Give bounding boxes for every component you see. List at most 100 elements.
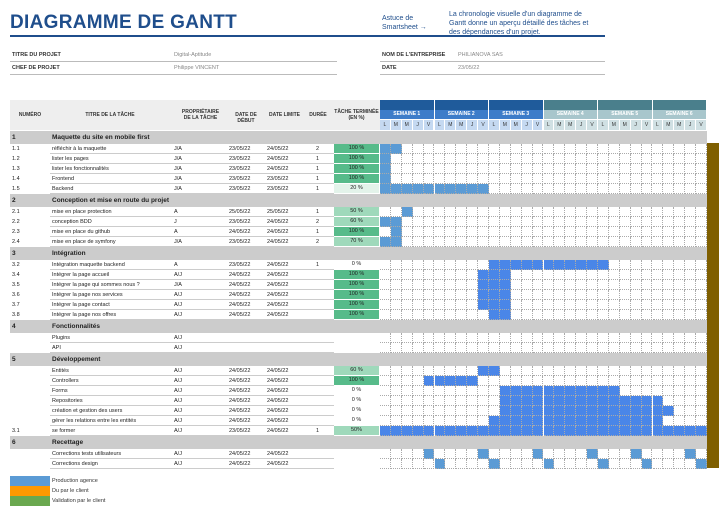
gantt-bar-cell[interactable] <box>467 426 479 436</box>
gantt-cell[interactable] <box>598 333 609 343</box>
gantt-cell[interactable] <box>390 174 402 184</box>
gantt-cell[interactable] <box>663 310 675 320</box>
gantt-cell[interactable] <box>565 300 577 310</box>
gantt-cell[interactable] <box>434 237 446 247</box>
section-title[interactable]: Intégration <box>52 250 86 257</box>
gantt-cell[interactable] <box>380 386 391 396</box>
gantt-cell[interactable] <box>434 290 446 300</box>
gantt-cell[interactable] <box>423 154 435 164</box>
task-percent-done[interactable]: 0 % <box>334 406 379 415</box>
task-end-date[interactable]: 24/05/22 <box>267 368 289 374</box>
gantt-cell[interactable] <box>456 449 468 459</box>
gantt-bar-cell[interactable] <box>576 396 588 406</box>
gantt-cell[interactable] <box>423 386 435 396</box>
gantt-cell[interactable] <box>663 386 675 396</box>
task-end-date[interactable]: 24/05/22 <box>267 408 289 414</box>
gantt-cell[interactable] <box>521 300 533 310</box>
gantt-bar-cell[interactable] <box>423 449 435 459</box>
gantt-cell[interactable] <box>445 237 457 247</box>
gantt-cell[interactable] <box>521 343 533 353</box>
task-title[interactable]: Corrections design <box>52 461 98 467</box>
gantt-cell[interactable] <box>685 227 697 237</box>
gantt-cell[interactable] <box>608 310 620 320</box>
gantt-bar-cell[interactable] <box>489 260 500 270</box>
gantt-cell[interactable] <box>510 376 522 386</box>
task-row[interactable]: 3.8 Intégrer la page nos offres A/J 24/05/2… <box>10 310 707 320</box>
gantt-cell[interactable] <box>467 310 479 320</box>
company-value[interactable]: PHILIANOVA SAS <box>458 52 503 58</box>
gantt-cell[interactable] <box>390 300 402 310</box>
gantt-cell[interactable] <box>554 300 566 310</box>
task-end-date[interactable]: 24/05/22 <box>267 229 289 235</box>
gantt-cell[interactable] <box>380 300 391 310</box>
task-duration[interactable]: 1 <box>316 156 320 162</box>
gantt-cell[interactable] <box>478 227 489 237</box>
task-title[interactable]: API <box>52 345 61 351</box>
gantt-bar-cell[interactable] <box>641 416 653 426</box>
task-start-date[interactable]: 23/05/22 <box>229 146 251 152</box>
gantt-cell[interactable] <box>478 164 489 174</box>
gantt-cell[interactable] <box>412 217 424 227</box>
task-percent-done[interactable]: 0 % <box>334 416 379 425</box>
gantt-cell[interactable] <box>576 227 588 237</box>
gantt-bar-cell[interactable] <box>576 426 588 436</box>
gantt-cell[interactable] <box>467 386 479 396</box>
task-title[interactable]: conception BDD <box>52 219 92 225</box>
gantt-cell[interactable] <box>423 164 435 174</box>
gantt-cell[interactable] <box>445 290 457 300</box>
gantt-cell[interactable] <box>390 290 402 300</box>
task-row[interactable]: Forms A/J 24/05/22 24/05/22 0 % <box>10 386 707 396</box>
gantt-cell[interactable] <box>434 406 446 416</box>
gantt-cell[interactable] <box>456 459 468 469</box>
task-end-date[interactable]: 24/05/22 <box>267 302 289 308</box>
gantt-cell[interactable] <box>554 174 566 184</box>
gantt-cell[interactable] <box>390 343 402 353</box>
gantt-cell[interactable] <box>445 270 457 280</box>
gantt-cell[interactable] <box>478 459 489 469</box>
gantt-cell[interactable] <box>587 343 598 353</box>
gantt-cell[interactable] <box>543 270 555 280</box>
gantt-cell[interactable] <box>390 416 402 426</box>
gantt-bar-cell[interactable] <box>445 426 457 436</box>
gantt-cell[interactable] <box>630 343 642 353</box>
gantt-cell[interactable] <box>499 184 511 194</box>
gantt-cell[interactable] <box>434 227 446 237</box>
gantt-cell[interactable] <box>412 406 424 416</box>
task-start-date[interactable]: 24/05/22 <box>229 312 251 318</box>
gantt-cell[interactable] <box>390 164 402 174</box>
gantt-cell[interactable] <box>598 227 609 237</box>
gantt-cell[interactable] <box>674 154 686 164</box>
gantt-cell[interactable] <box>543 174 555 184</box>
gantt-cell[interactable] <box>598 237 609 247</box>
gantt-bar-cell[interactable] <box>587 260 598 270</box>
gantt-cell[interactable] <box>532 270 544 280</box>
gantt-bar-cell[interactable] <box>380 426 391 436</box>
gantt-cell[interactable] <box>576 270 588 280</box>
task-number[interactable]: 1.1 <box>12 146 20 152</box>
task-duration[interactable]: 2 <box>316 219 320 225</box>
gantt-cell[interactable] <box>532 174 544 184</box>
gantt-cell[interactable] <box>467 290 479 300</box>
gantt-cell[interactable] <box>598 184 609 194</box>
task-percent-done[interactable]: 100 % <box>334 154 379 163</box>
task-start-date[interactable]: 24/05/22 <box>229 302 251 308</box>
task-row[interactable]: 1.3 lister les fonctionnalités J/A 23/05/22… <box>10 164 707 174</box>
gantt-cell[interactable] <box>685 217 697 227</box>
gantt-cell[interactable] <box>674 270 686 280</box>
gantt-cell[interactable] <box>445 449 457 459</box>
gantt-cell[interactable] <box>565 343 577 353</box>
gantt-cell[interactable] <box>543 280 555 290</box>
task-start-date[interactable]: 25/05/22 <box>229 209 251 215</box>
task-end-date[interactable]: 24/05/22 <box>267 166 289 172</box>
gantt-cell[interactable] <box>510 300 522 310</box>
gantt-cell[interactable] <box>576 174 588 184</box>
gantt-bar-cell[interactable] <box>619 416 631 426</box>
gantt-bar-cell[interactable] <box>652 406 664 416</box>
task-start-date[interactable]: 23/05/22 <box>229 176 251 182</box>
gantt-cell[interactable] <box>467 227 479 237</box>
gantt-cell[interactable] <box>587 144 598 154</box>
gantt-cell[interactable] <box>543 343 555 353</box>
gantt-cell[interactable] <box>663 164 675 174</box>
gantt-bar-cell[interactable] <box>499 406 511 416</box>
gantt-bar-cell[interactable] <box>489 416 500 426</box>
